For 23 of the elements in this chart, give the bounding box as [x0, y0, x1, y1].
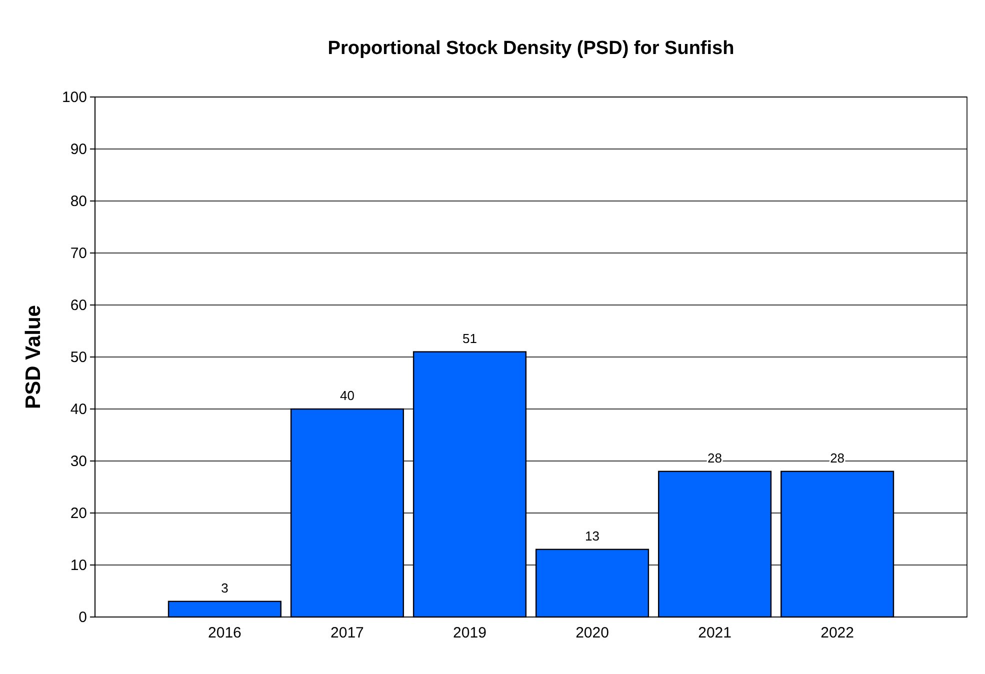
x-tick-label: 2017 — [330, 624, 364, 642]
y-tick-label: 80 — [70, 192, 87, 210]
data-label: 13 — [585, 528, 600, 544]
chart-title: Proportional Stock Density (PSD) for Sunfish — [328, 38, 734, 59]
y-tick-label: 0 — [78, 608, 87, 626]
y-tick-label: 60 — [70, 296, 87, 314]
x-tick-label: 2019 — [453, 624, 486, 642]
data-label: 3 — [221, 580, 228, 596]
y-tick-label: 90 — [70, 140, 87, 158]
y-tick-label: 10 — [70, 556, 87, 574]
x-tick-label: 2022 — [820, 624, 854, 642]
y-tick-label: 40 — [70, 400, 87, 418]
y-tick-label: 30 — [70, 452, 87, 470]
y-tick-label: 100 — [62, 88, 87, 106]
data-label: 40 — [340, 388, 354, 403]
x-tick-label: 2021 — [698, 624, 732, 642]
x-tick-label: 2016 — [208, 624, 242, 642]
y-tick-label: 50 — [70, 348, 87, 366]
data-label: 51 — [462, 330, 477, 346]
y-axis-title: PSD Value — [22, 305, 45, 409]
x-tick-label: 2020 — [576, 624, 609, 642]
y-tick-label: 70 — [70, 244, 87, 262]
y-tick-label: 20 — [70, 504, 87, 522]
